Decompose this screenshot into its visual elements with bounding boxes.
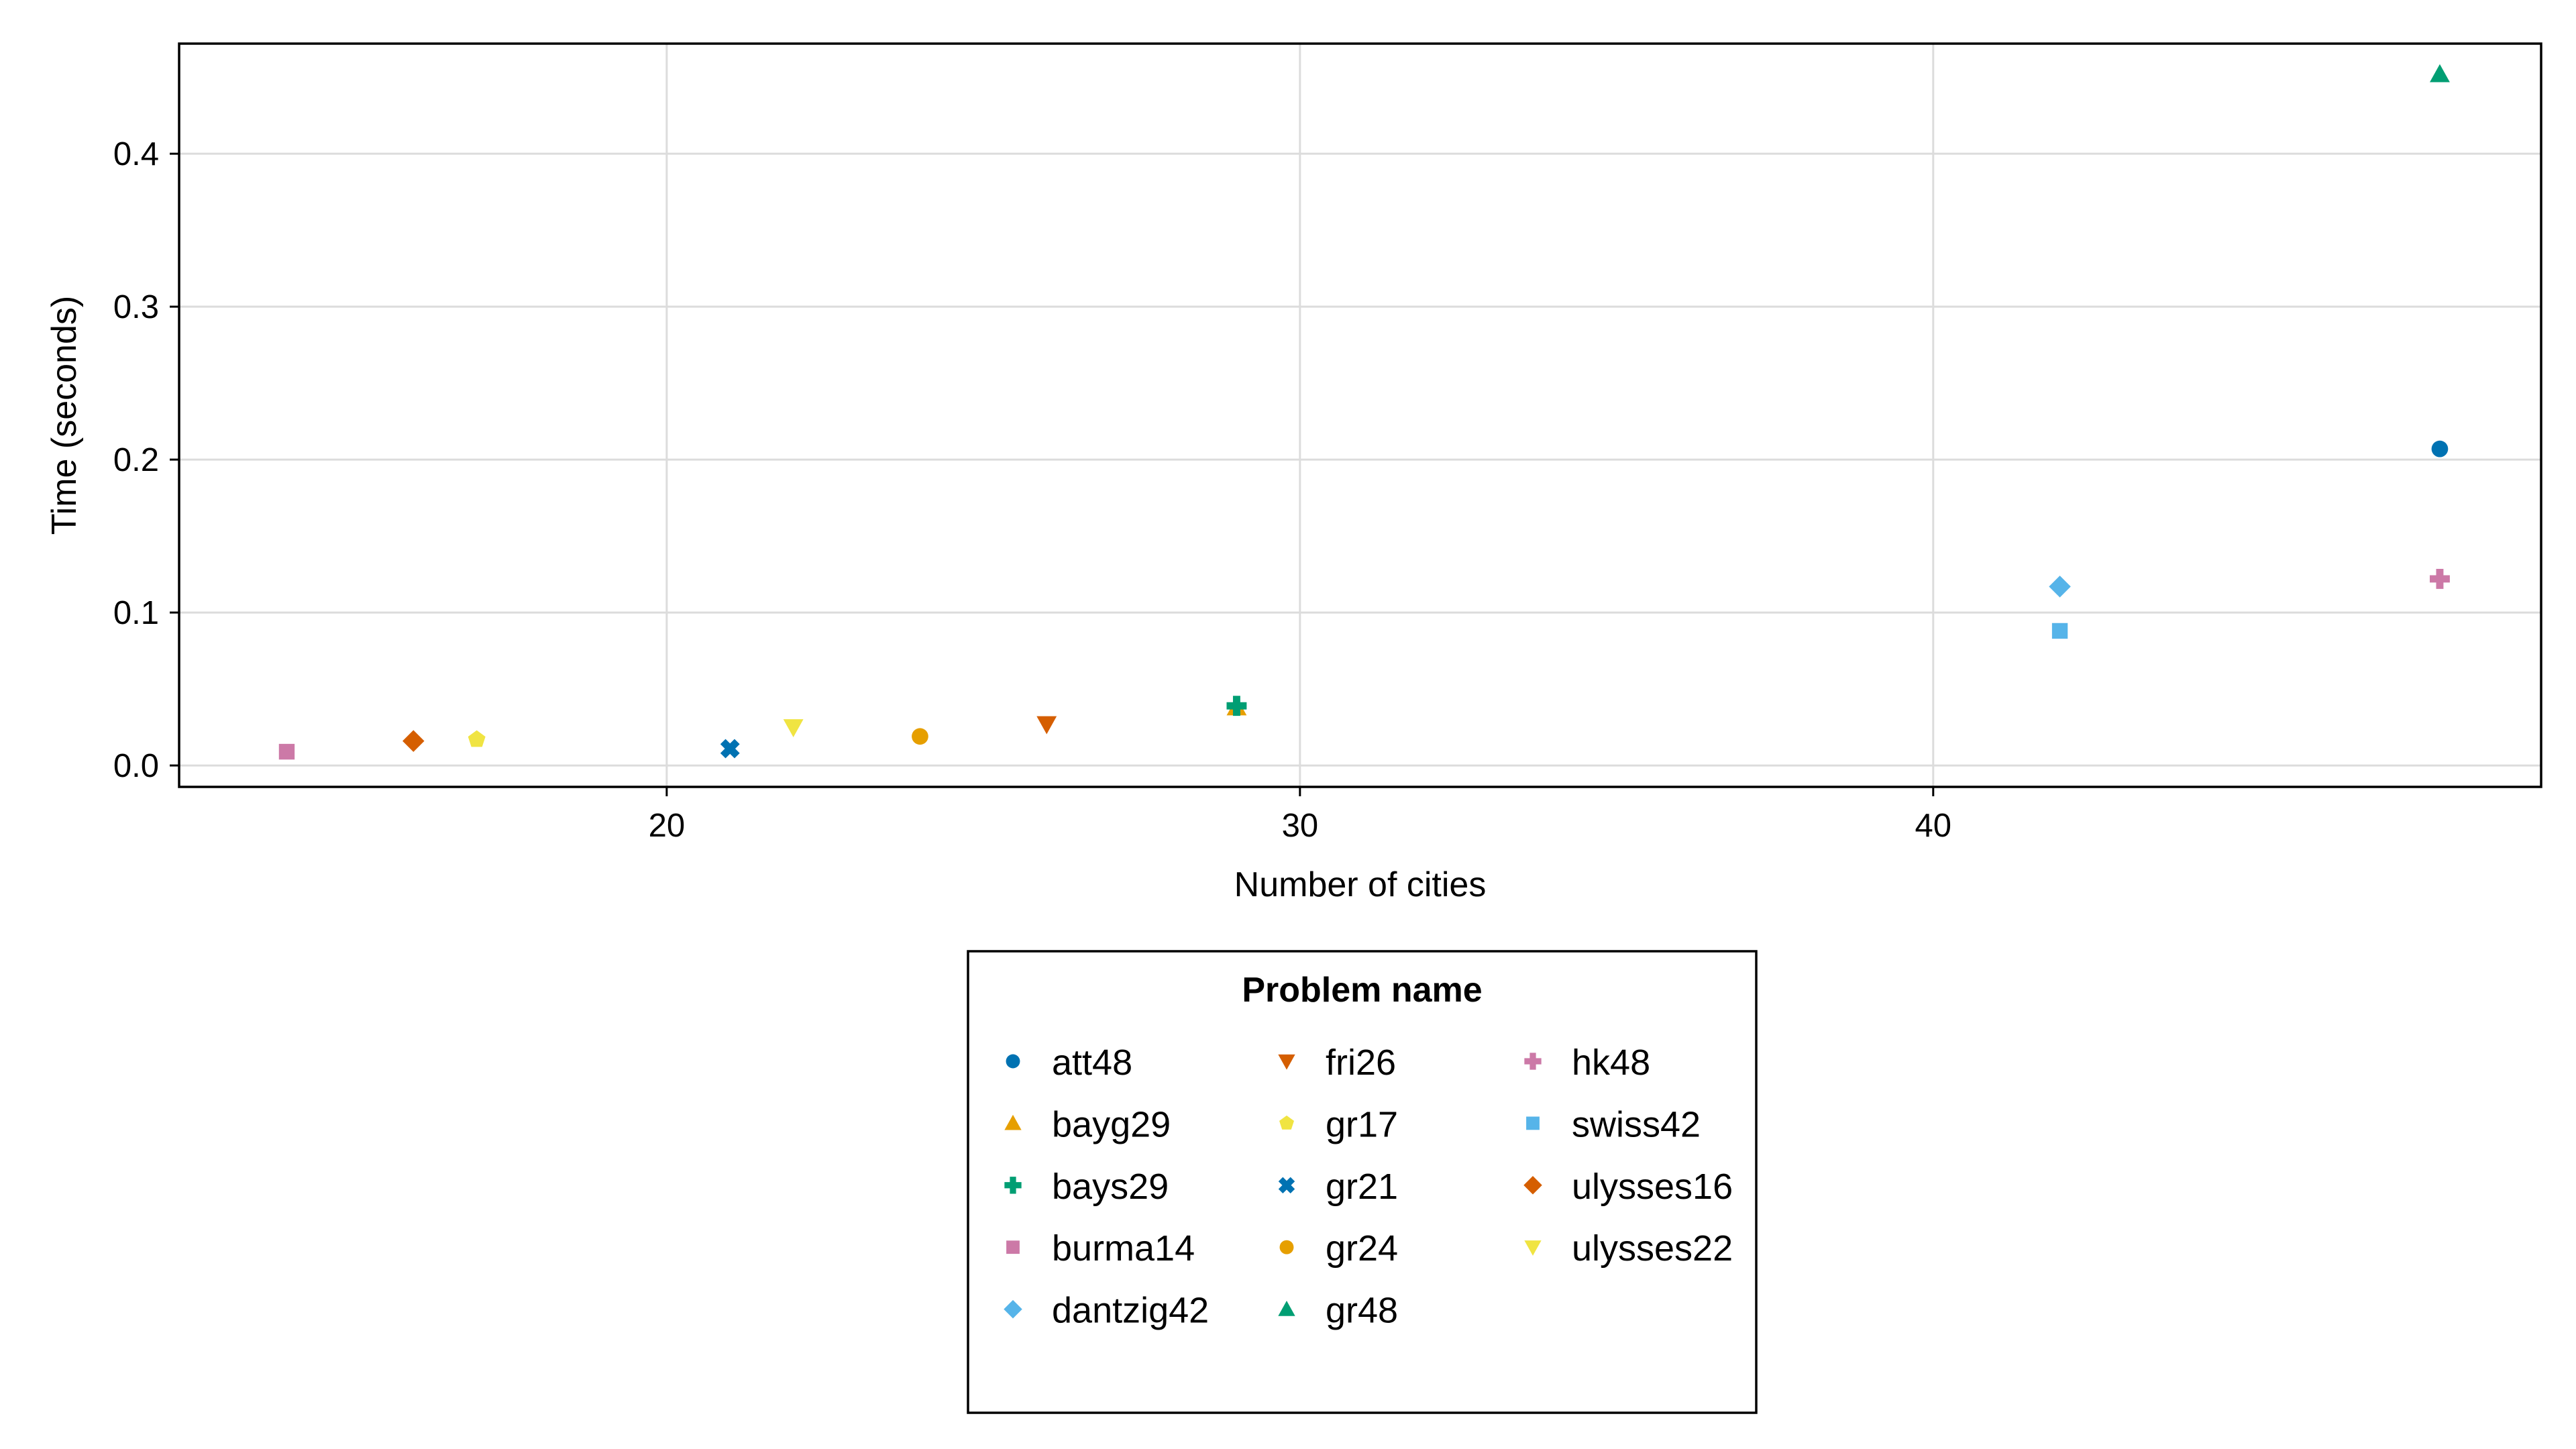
legend-title: Problem name <box>1242 971 1482 1010</box>
legend-label: ulysses16 <box>1572 1167 1733 1207</box>
legend-label: gr17 <box>1326 1104 1398 1144</box>
data-point-bays29 <box>1226 696 1247 716</box>
legend-marker-gr21 <box>1278 1177 1295 1194</box>
data-point-swiss42 <box>2051 623 2068 639</box>
legend-marker-gr17 <box>1279 1115 1294 1130</box>
legend-label: gr21 <box>1326 1167 1398 1207</box>
data-point-gr24 <box>912 728 928 745</box>
legend-entry-burma14: burma14 <box>1006 1228 1195 1269</box>
legend-marker-ulysses16 <box>1523 1176 1542 1195</box>
x-axis-title: Number of cities <box>1234 865 1487 904</box>
legend-entry-ulysses16: ulysses16 <box>1523 1167 1733 1207</box>
plot-frame <box>178 42 2542 788</box>
legend-entry-bays29: bays29 <box>1004 1167 1169 1207</box>
legend-label: bayg29 <box>1052 1104 1171 1144</box>
legend-marker-gr48 <box>1278 1300 1295 1316</box>
legend: Problem name att48 bayg29 bays29 burma14 dan… <box>967 950 1758 1414</box>
x-tick-label: 40 <box>1915 808 1952 844</box>
legend-marker-hk48 <box>1524 1053 1542 1070</box>
legend-label: gr48 <box>1326 1291 1398 1331</box>
y-tick-label: 0.3 <box>113 289 159 325</box>
legend-label: burma14 <box>1052 1228 1195 1269</box>
legend-entry-dantzig42: dantzig42 <box>1004 1291 1209 1331</box>
data-point-gr48 <box>2430 64 2450 83</box>
y-tick-label: 0.2 <box>113 442 159 478</box>
data-point-gr17 <box>468 730 486 747</box>
legend-entry-ulysses22: ulysses22 <box>1524 1228 1733 1269</box>
legend-marker-ulysses22 <box>1524 1240 1542 1256</box>
legend-marker-bayg29 <box>1004 1114 1022 1130</box>
legend-label: gr24 <box>1326 1228 1398 1269</box>
legend-marker-fri26 <box>1278 1054 1295 1070</box>
legend-entry-gr24: gr24 <box>1279 1228 1398 1269</box>
legend-marker-swiss42 <box>1526 1116 1540 1130</box>
legend-entry-bayg29: bayg29 <box>1004 1104 1171 1144</box>
grid-lines <box>179 44 2541 787</box>
axis-ticks: 20 30 40 0.0 0.1 0.2 0.3 0.4 <box>113 136 1951 844</box>
legend-label: bays29 <box>1052 1167 1169 1207</box>
data-point-ulysses22 <box>783 719 804 738</box>
legend-box <box>967 950 1758 1414</box>
legend-marker-dantzig42 <box>1004 1299 1022 1319</box>
legend-entry-swiss42: swiss42 <box>1526 1104 1701 1144</box>
x-tick-label: 20 <box>649 808 686 844</box>
data-points <box>278 64 2450 760</box>
y-tick-label: 0.4 <box>113 136 159 172</box>
legend-items: att48 bayg29 bays29 burma14 dantzig42 fri26 gr… <box>1004 1042 1733 1331</box>
data-point-fri26 <box>1036 716 1057 735</box>
legend-label: swiss42 <box>1572 1104 1701 1144</box>
legend-marker-burma14 <box>1006 1240 1020 1254</box>
legend-entry-att48: att48 <box>1006 1042 1132 1083</box>
data-point-dantzig42 <box>2049 576 2071 598</box>
x-tick-label: 30 <box>1282 808 1319 844</box>
legend-label: fri26 <box>1326 1042 1396 1083</box>
legend-label: hk48 <box>1572 1042 1650 1083</box>
data-point-ulysses16 <box>402 730 425 752</box>
data-point-burma14 <box>278 743 295 760</box>
legend-entry-hk48: hk48 <box>1524 1042 1650 1083</box>
legend-entry-fri26: fri26 <box>1278 1042 1396 1083</box>
legend-marker-gr24 <box>1279 1240 1294 1254</box>
data-point-att48 <box>2431 440 2449 458</box>
legend-marker-att48 <box>1006 1054 1020 1069</box>
legend-label: att48 <box>1052 1042 1132 1083</box>
y-tick-label: 0.1 <box>113 595 159 631</box>
y-tick-label: 0.0 <box>113 748 159 784</box>
legend-label: dantzig42 <box>1052 1291 1209 1331</box>
legend-entry-gr21: gr21 <box>1278 1167 1398 1207</box>
legend-label: ulysses22 <box>1572 1228 1733 1269</box>
data-point-hk48 <box>2430 568 2450 589</box>
data-point-gr21 <box>720 739 740 759</box>
legend-entry-gr17: gr17 <box>1279 1104 1398 1144</box>
legend-marker-bays29 <box>1004 1177 1022 1194</box>
y-axis-title: Time (seconds) <box>45 296 84 535</box>
legend-entry-gr48: gr48 <box>1278 1291 1398 1331</box>
